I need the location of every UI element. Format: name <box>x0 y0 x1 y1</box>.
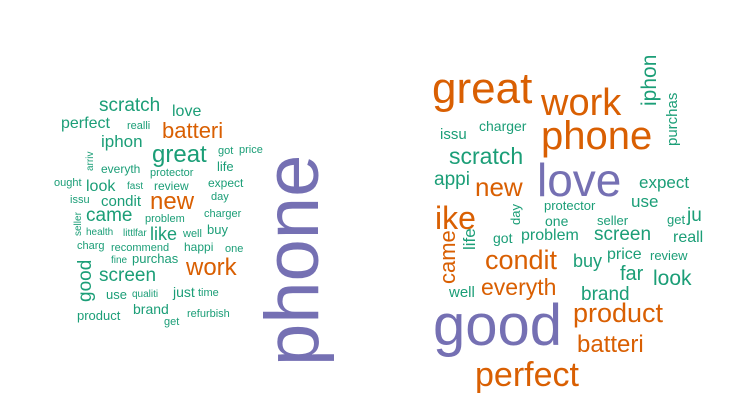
left-cloud-word-got: got <box>218 145 234 157</box>
left-cloud-word-everyth: everyth <box>101 162 141 176</box>
left-cloud-word-far: far <box>135 228 147 239</box>
left-cloud-word-refurbish: refurbish <box>187 308 230 320</box>
left-cloud-word-great: great <box>152 141 207 168</box>
left-cloud-word-health: health <box>86 227 114 238</box>
left-cloud-word-protector: protector <box>150 167 194 179</box>
left-cloud-word-time: time <box>198 287 219 299</box>
right-cloud-word-far: far <box>620 263 644 285</box>
right-cloud-word-look: look <box>653 267 692 290</box>
left-cloud-word-phone: phone <box>250 154 335 366</box>
left-cloud-word-perfect: perfect <box>61 115 110 132</box>
right-cloud-word-well: well <box>449 284 475 301</box>
left-cloud-word-look: look <box>86 178 116 195</box>
right-cloud-word-product: product <box>573 298 664 328</box>
left-cloud-word-buy: buy <box>207 222 228 237</box>
left-cloud-word-charger: charger <box>204 208 242 220</box>
right-cloud-word-one: one <box>545 213 569 229</box>
left-cloud-word-scratch: scratch <box>99 95 161 116</box>
left-cloud-word-like: like <box>150 224 178 244</box>
left-cloud-word-well: well <box>183 228 202 240</box>
right-cloud-word-everyth: everyth <box>481 274 557 300</box>
left-cloud-word-batteri: batteri <box>162 118 224 143</box>
left-cloud-word-fine: fine <box>111 255 128 266</box>
left-cloud-word-use: use <box>106 287 127 302</box>
left-cloud-word-charg: charg <box>77 240 105 252</box>
left-cloud-word-ought: ought <box>54 177 82 189</box>
right-cloud-word-phone: phone <box>541 114 653 158</box>
right-cloud-word-buy: buy <box>573 251 603 271</box>
right-cloud-word-good: good <box>433 293 563 358</box>
right-cloud-word-work: work <box>541 82 622 124</box>
left-cloud-word-purchas: purchas <box>132 251 179 266</box>
right-cloud-word-issu: issu <box>440 126 467 143</box>
right-cloud-word-batteri: batteri <box>577 331 644 358</box>
left-cloud-word-new: new <box>150 188 195 215</box>
right-cloud-word-charger: charger <box>479 118 527 134</box>
right-cloud-word-price: price <box>607 246 642 263</box>
right-cloud-word-life: life <box>460 228 479 250</box>
right-cloud-word-ike: ike <box>435 200 476 236</box>
left-cloud-word-one: one <box>225 243 244 255</box>
left-cloud-word-expect: expect <box>208 176 244 190</box>
right-cloud-word-use: use <box>631 192 659 211</box>
word-cloud-left: phone great batteri work new scratch screen cam… <box>54 95 335 366</box>
left-cloud-word-issu: issu <box>70 194 90 206</box>
left-cloud-word-screen: screen <box>99 265 157 286</box>
right-cloud-word-perfect: perfect <box>475 356 579 394</box>
left-cloud-word-came: came <box>86 205 133 226</box>
right-cloud-word-new: new <box>475 172 523 202</box>
left-cloud-word-problem: problem <box>145 213 185 225</box>
left-cloud-word-just: just <box>173 284 195 300</box>
left-cloud-word-work: work <box>186 254 237 281</box>
left-cloud-word-fast: fast <box>127 181 144 192</box>
right-cloud-word-condit: condit <box>485 245 558 275</box>
left-cloud-word-product: product <box>77 308 121 323</box>
right-cloud-word-get: get <box>667 212 686 227</box>
left-cloud-word-get: get <box>164 316 180 328</box>
right-cloud-word-problem: problem <box>521 227 579 244</box>
left-cloud-word-qualiti: qualiti <box>132 289 159 300</box>
left-cloud-word-recommend: recommend <box>111 242 170 254</box>
right-cloud-word-appi: appi <box>434 169 470 190</box>
right-cloud-word-came: came <box>435 230 460 284</box>
right-cloud-word-brand: brand <box>581 284 630 305</box>
right-cloud-word-got: got <box>493 230 513 246</box>
right-cloud-word-reall: reall <box>673 229 704 246</box>
left-cloud-word-review: review <box>154 179 189 193</box>
left-cloud-word-seller: seller <box>73 212 84 236</box>
left-cloud-word-condit: condit <box>101 193 142 210</box>
right-cloud-word-screen: screen <box>594 224 652 245</box>
left-cloud-word-life: life <box>217 159 234 174</box>
right-cloud-word-ju: ju <box>687 205 702 226</box>
right-cloud-word-iphon: iphon <box>638 54 661 106</box>
right-cloud-word-review: review <box>650 248 688 263</box>
left-cloud-word-realli: realli <box>127 120 151 132</box>
right-cloud-word-day: day <box>508 204 523 225</box>
left-cloud-word-price: price <box>239 144 263 156</box>
right-cloud-word-purchas: purchas <box>664 92 681 146</box>
left-cloud-word-happi: happi <box>184 240 214 254</box>
left-cloud-word-brand: brand <box>133 301 169 317</box>
right-cloud-word-expect: expect <box>639 173 690 192</box>
right-cloud-word-love: love <box>537 154 622 206</box>
right-cloud-word-great: great <box>432 64 533 113</box>
left-cloud-word-littl: littl <box>123 228 136 239</box>
right-cloud-word-seller: seller <box>597 213 629 228</box>
right-cloud-word-scratch: scratch <box>449 143 524 169</box>
left-cloud-word-day: day <box>211 191 229 203</box>
word-cloud-right: great work iphon phone purchas issu charger scr… <box>375 0 750 419</box>
left-cloud-word-arriv: arriv <box>85 151 96 171</box>
right-cloud-word-protector: protector <box>544 198 596 213</box>
left-cloud-word-love: love <box>172 103 202 120</box>
left-cloud-word-good: good <box>75 259 96 302</box>
left-cloud-word-iphon: iphon <box>101 132 143 151</box>
